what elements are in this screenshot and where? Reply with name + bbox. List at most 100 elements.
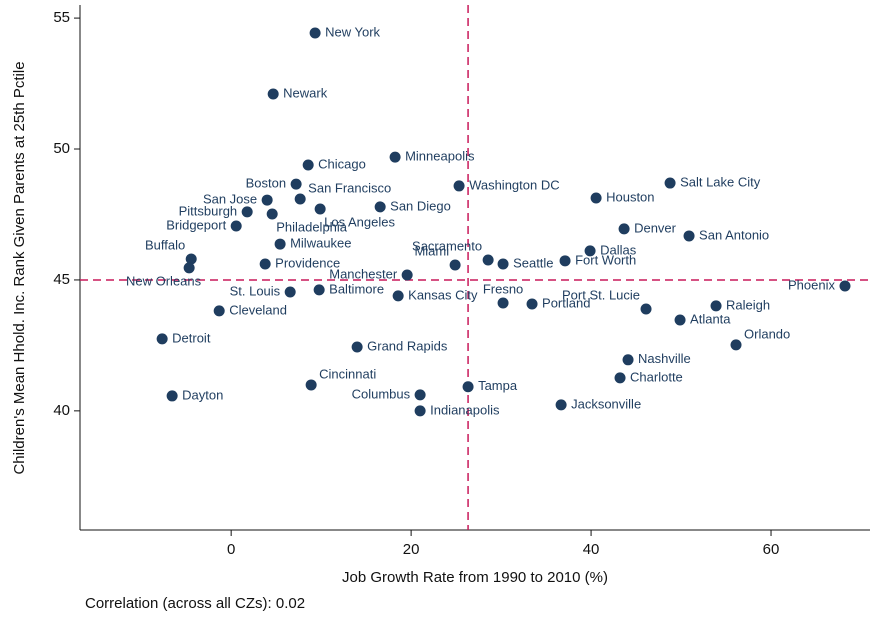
- point-label: Port St. Lucie: [562, 287, 640, 302]
- point: [710, 300, 722, 312]
- point-label: Kansas City: [408, 287, 478, 302]
- point: [401, 269, 413, 281]
- point: [462, 381, 474, 393]
- point-label: St. Louis: [230, 283, 281, 298]
- x-tick-label: 20: [403, 541, 420, 558]
- point-label: Columbus: [352, 386, 411, 401]
- point-label: Seattle: [513, 255, 553, 270]
- point-label: Cleveland: [229, 302, 287, 317]
- point: [414, 389, 426, 401]
- point-label: San Diego: [390, 198, 451, 213]
- point-label: Baltimore: [329, 281, 384, 296]
- point: [618, 223, 630, 235]
- point: [590, 192, 602, 204]
- point: [156, 333, 168, 345]
- point-label: Fresno: [483, 281, 523, 296]
- point: [614, 372, 626, 384]
- point-label: Miami: [414, 243, 449, 258]
- point: [374, 201, 386, 213]
- point-label: Providence: [275, 255, 340, 270]
- point-label: New Orleans: [126, 273, 202, 288]
- point: [730, 339, 742, 351]
- point-label: San Antonio: [699, 227, 769, 242]
- point: [453, 180, 465, 192]
- point-label: Phoenix: [788, 277, 835, 292]
- point: [555, 399, 567, 411]
- point-label: Minneapolis: [405, 149, 475, 164]
- point-label: Philadelphia: [276, 219, 348, 234]
- point: [683, 230, 695, 242]
- point-label: Dallas: [600, 242, 637, 257]
- point: [213, 305, 225, 317]
- point-label: Salt Lake City: [680, 174, 761, 189]
- point: [241, 206, 253, 218]
- point: [351, 341, 363, 353]
- point: [284, 286, 296, 298]
- y-axis-title: Children's Mean Hhold. Inc. Rank Given P…: [11, 61, 28, 474]
- point-label: Los Angeles: [324, 214, 395, 229]
- point-label: Nashville: [638, 351, 691, 366]
- point: [290, 178, 302, 190]
- point: [414, 405, 426, 417]
- point-label: Fort Worth: [575, 252, 636, 267]
- point: [482, 254, 494, 266]
- point: [261, 194, 273, 206]
- point: [267, 88, 279, 100]
- point: [166, 390, 178, 402]
- point: [449, 259, 461, 271]
- point: [259, 258, 271, 270]
- y-tick-label: 55: [53, 9, 70, 26]
- point-label: Atlanta: [690, 311, 731, 326]
- y-tick-label: 40: [53, 402, 70, 419]
- point-label: Portland: [542, 295, 590, 310]
- x-tick-label: 0: [227, 541, 235, 558]
- point-label: Jacksonville: [571, 396, 641, 411]
- point: [640, 303, 652, 315]
- point-label: Detroit: [172, 330, 211, 345]
- point-label: Dayton: [182, 387, 223, 402]
- point-label: Tampa: [478, 378, 518, 393]
- point-label: Bridgeport: [166, 217, 226, 232]
- point: [314, 203, 326, 215]
- point-label: Washington DC: [469, 177, 560, 192]
- point: [526, 298, 538, 310]
- x-tick-label: 60: [763, 541, 780, 558]
- point-label: Chicago: [318, 156, 366, 171]
- point: [313, 284, 325, 296]
- point: [664, 177, 676, 189]
- point: [389, 151, 401, 163]
- point: [294, 193, 306, 205]
- point: [559, 255, 571, 267]
- y-tick-label: 50: [53, 140, 70, 157]
- point: [392, 290, 404, 302]
- point-label: Houston: [606, 189, 654, 204]
- point-label: Orlando: [744, 326, 790, 341]
- point-label: Raleigh: [726, 297, 770, 312]
- point-label: Indianapolis: [430, 402, 500, 417]
- point-label: New York: [325, 24, 380, 39]
- point: [497, 297, 509, 309]
- point-label: Buffalo: [145, 237, 185, 252]
- point: [230, 220, 242, 232]
- point-label: Milwaukee: [290, 236, 351, 251]
- point: [309, 27, 321, 39]
- point: [185, 253, 197, 265]
- point-label: Pittsburgh: [179, 203, 238, 218]
- point-label: Grand Rapids: [367, 338, 448, 353]
- point: [302, 159, 314, 171]
- point: [274, 238, 286, 250]
- point-label: Manchester: [329, 266, 398, 281]
- point: [674, 314, 686, 326]
- point: [622, 354, 634, 366]
- point-label: Cincinnati: [319, 366, 376, 381]
- point: [183, 262, 195, 274]
- x-axis-title: Job Growth Rate from 1990 to 2010 (%): [342, 569, 608, 586]
- point: [305, 379, 317, 391]
- point: [584, 245, 596, 257]
- annotation: Correlation (across all CZs): 0.02: [85, 595, 305, 612]
- point-label: Newark: [283, 85, 328, 100]
- point: [839, 280, 851, 292]
- point: [497, 258, 509, 270]
- point-label: San Jose: [203, 192, 257, 207]
- point-label: Sacramento: [412, 238, 482, 253]
